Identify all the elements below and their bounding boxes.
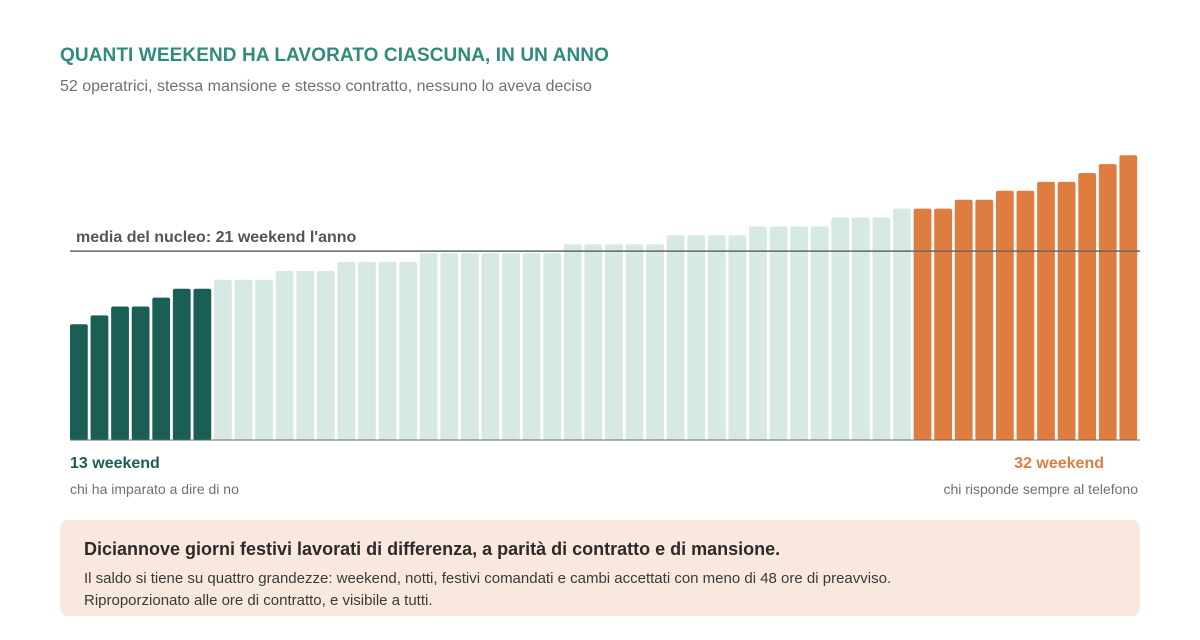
bar-10 bbox=[255, 279, 273, 440]
bar-37 bbox=[810, 226, 829, 440]
bar-27 bbox=[605, 244, 623, 440]
bar-17 bbox=[399, 262, 418, 440]
bar-42 bbox=[913, 208, 932, 440]
bar-16 bbox=[378, 262, 397, 440]
bar-9 bbox=[234, 279, 253, 440]
bar-36 bbox=[790, 226, 808, 440]
weekend-bar-chart: media del nucleo: 21 weekend l'anno bbox=[70, 155, 1140, 441]
bar-50 bbox=[1078, 173, 1097, 440]
summary-callout: Diciannove giorni festivi lavorati di di… bbox=[60, 520, 1140, 616]
bar-19 bbox=[440, 253, 459, 440]
bar-52 bbox=[1119, 155, 1138, 440]
bar-11 bbox=[275, 270, 294, 440]
bar-24 bbox=[543, 253, 562, 440]
bar-26 bbox=[584, 244, 603, 440]
chart-subtitle: 52 operatrici, stessa mansione e stesso … bbox=[60, 78, 592, 95]
bar-18 bbox=[419, 253, 438, 440]
bar-5 bbox=[152, 297, 171, 440]
chart-title: QUANTI WEEKEND HA LAVORATO CIASCUNA, IN … bbox=[60, 45, 610, 66]
bar-21 bbox=[481, 253, 500, 440]
bar-33 bbox=[728, 235, 747, 440]
bar-14 bbox=[337, 262, 356, 440]
callout-body: Il saldo si tiene su quattro grandezze: … bbox=[84, 568, 1116, 612]
max-value-note: chi risponde sempre al telefono bbox=[943, 481, 1138, 497]
bar-28 bbox=[625, 244, 644, 440]
bar-20 bbox=[460, 253, 479, 440]
bar-48 bbox=[1037, 181, 1055, 440]
min-value-label: 13 weekend bbox=[70, 455, 160, 472]
bar-7 bbox=[193, 288, 212, 440]
bar-29 bbox=[646, 244, 664, 440]
bar-46 bbox=[995, 190, 1014, 440]
bar-40 bbox=[872, 217, 891, 440]
bar-1 bbox=[70, 324, 88, 440]
bar-25 bbox=[563, 244, 582, 440]
max-value-label: 32 weekend bbox=[1014, 455, 1104, 472]
bar-30 bbox=[666, 235, 685, 440]
bar-35 bbox=[769, 226, 788, 440]
bar-2 bbox=[90, 315, 109, 440]
bar-15 bbox=[358, 262, 376, 440]
bars-group bbox=[70, 155, 1138, 440]
bar-45 bbox=[975, 199, 994, 440]
bar-3 bbox=[111, 306, 129, 440]
min-value-note: chi ha imparato a dire di no bbox=[70, 481, 239, 497]
bar-51 bbox=[1098, 164, 1117, 440]
average-reference-label: media del nucleo: 21 weekend l'anno bbox=[76, 229, 357, 246]
bar-32 bbox=[707, 235, 726, 440]
bar-12 bbox=[296, 270, 315, 440]
callout-heading: Diciannove giorni festivi lavorati di di… bbox=[84, 539, 781, 559]
bar-34 bbox=[749, 226, 767, 440]
bar-43 bbox=[934, 208, 953, 440]
bar-22 bbox=[502, 253, 520, 440]
bar-6 bbox=[172, 288, 191, 440]
bar-38 bbox=[831, 217, 850, 440]
callout-line-2: Riproporzionato alle ore di contratto, e… bbox=[84, 592, 433, 609]
bar-31 bbox=[687, 235, 706, 440]
bar-44 bbox=[954, 199, 973, 440]
callout-line-1: Il saldo si tiene su quattro grandezze: … bbox=[84, 570, 892, 587]
bar-49 bbox=[1057, 181, 1076, 440]
bar-39 bbox=[851, 217, 870, 440]
bar-23 bbox=[522, 253, 541, 440]
bar-13 bbox=[316, 270, 335, 440]
bar-41 bbox=[893, 208, 911, 440]
bar-47 bbox=[1016, 190, 1035, 440]
bar-4 bbox=[131, 306, 150, 440]
bar-8 bbox=[214, 279, 232, 440]
